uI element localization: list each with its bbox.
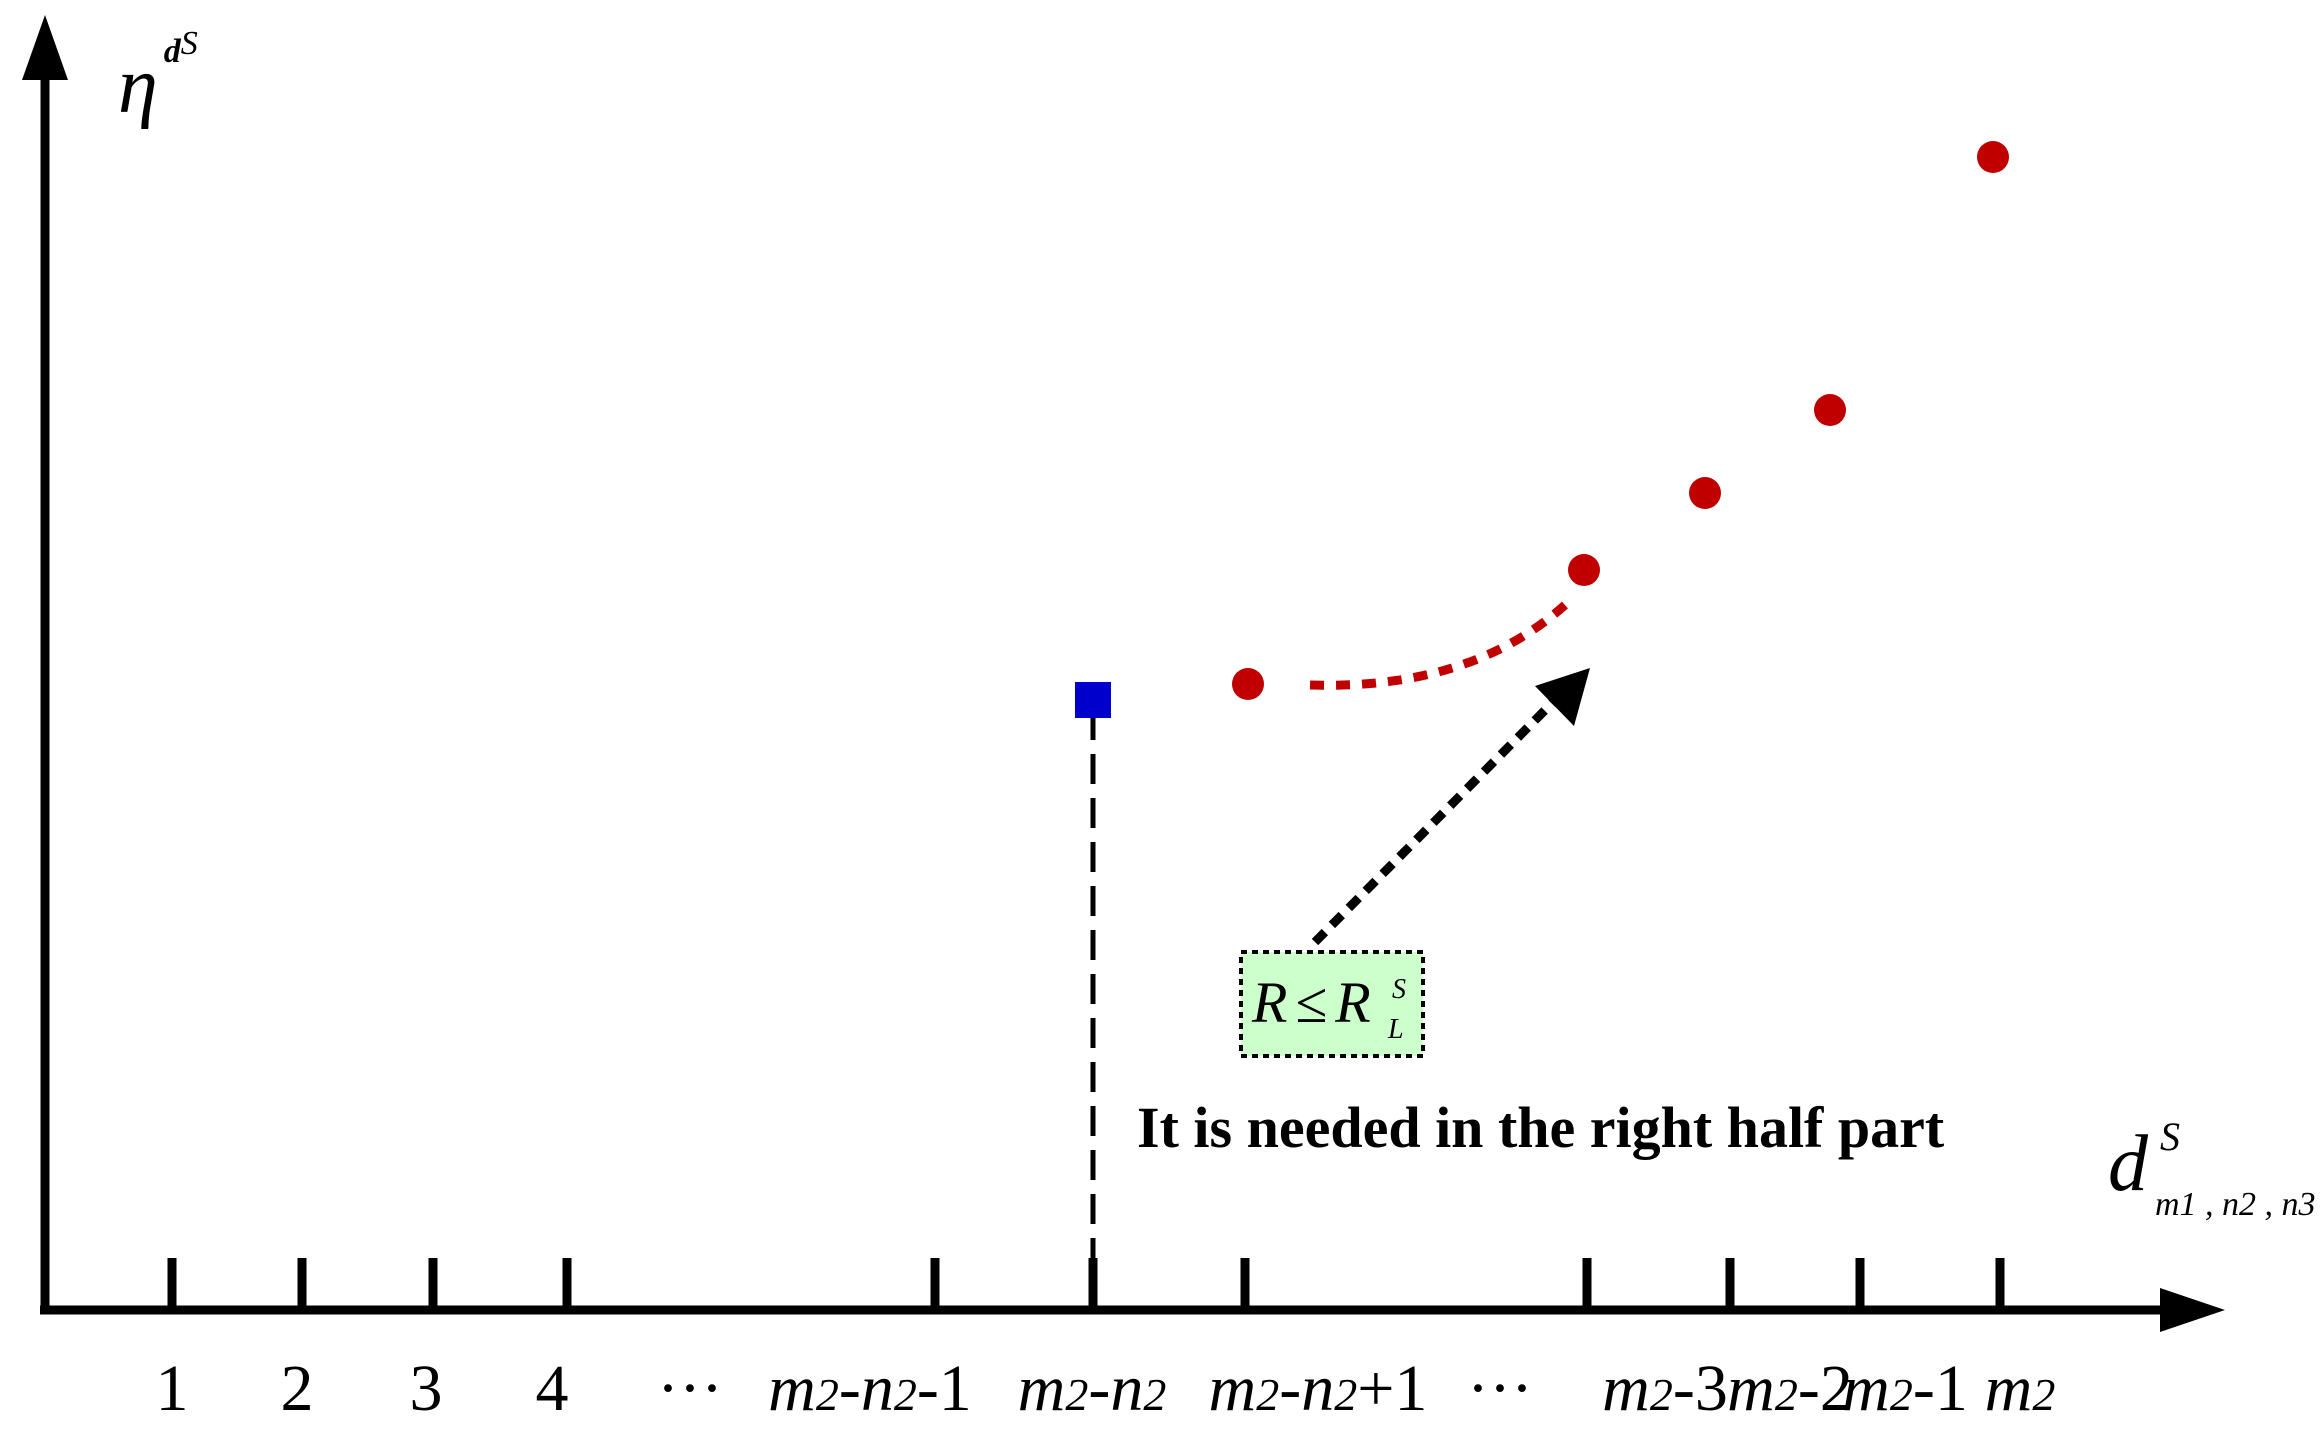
svg-text:m1 , n2 , n3: m1 , n2 , n3 (2155, 1186, 2316, 1223)
x-tick-label: m2-n2 (1018, 1352, 1167, 1425)
x-tick-label: m2-3 (1602, 1352, 1728, 1425)
x-axis-arrowhead (2160, 1288, 2225, 1332)
svg-text:S: S (1392, 974, 1406, 1005)
x-tick-label: m2-n2-1 (768, 1352, 972, 1425)
annotation-text: It is needed in the right half part (1137, 1095, 1945, 1160)
svg-text:L: L (1387, 1014, 1404, 1045)
x-tick-label: m2-2 (1727, 1352, 1853, 1425)
x-tick-label: ··· (1467, 1352, 1533, 1425)
x-tick-label: 1 (156, 1352, 189, 1425)
x-tick-label: 3 (410, 1352, 443, 1425)
x-tick-label: 2 (281, 1352, 314, 1425)
x-tick-label: ··· (657, 1352, 723, 1425)
data-point-2 (1568, 554, 1600, 586)
condition-text: R ≤ R (1251, 970, 1371, 1035)
x-tick-label: m2-n2+1 (1209, 1352, 1428, 1425)
condition-arrow (1311, 686, 1569, 946)
data-point-3 (1689, 477, 1721, 509)
condition-box: R ≤ R S L (1239, 950, 1425, 1058)
x-tick-label: m2 (1985, 1352, 2056, 1425)
data-points (1232, 141, 2009, 700)
data-point-1 (1232, 668, 1264, 700)
x-axis-label: d S m1 , n2 , n3 (2108, 1114, 2316, 1223)
fit-curve (1309, 601, 1568, 690)
y-axis-label: η dS (118, 25, 198, 130)
svg-text:d: d (2108, 1120, 2149, 1208)
x-axis-tick-labels: 1 2 3 4 ··· m2-n2-1 m2-n2 m2-n2+1 ··· m2-3 m2-2m2-… (156, 1352, 2056, 1425)
x-axis-ticks (167, 1258, 2005, 1310)
x-tick-label: m2-1 (1842, 1352, 1968, 1425)
data-point-4 (1814, 394, 1846, 426)
threshold-marker (1075, 682, 1111, 718)
x-tick-label: 4 (536, 1352, 569, 1425)
svg-text:S: S (2160, 1114, 2180, 1159)
axes (22, 15, 2225, 1332)
y-axis-arrowhead (22, 15, 68, 80)
condition-arrowhead (1535, 668, 1590, 726)
data-point-5 (1977, 141, 2009, 173)
